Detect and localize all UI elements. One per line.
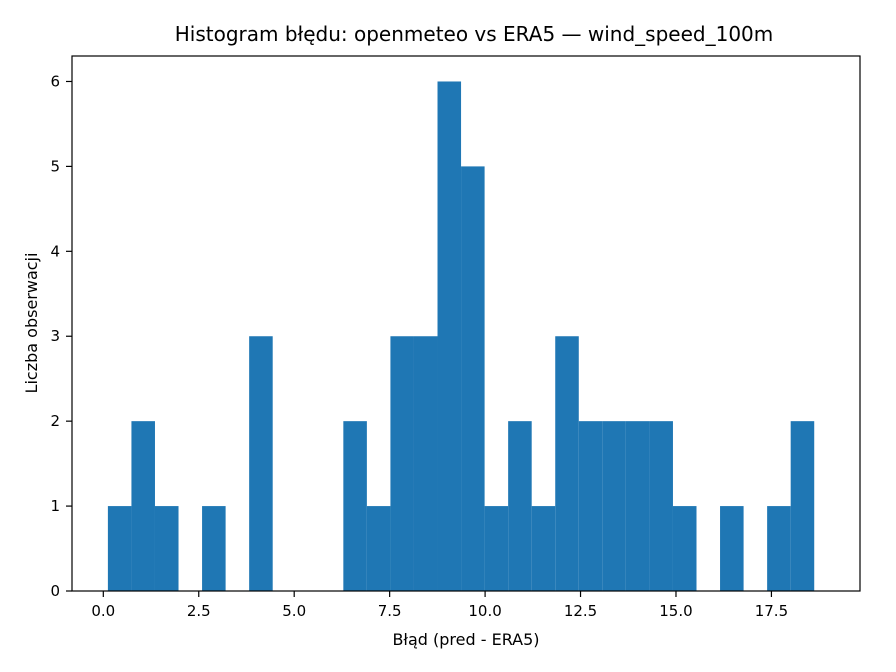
y-tick-label: 0 bbox=[50, 582, 60, 600]
x-axis-label: Błąd (pred - ERA5) bbox=[392, 630, 539, 649]
histogram-bar bbox=[107, 506, 132, 591]
histogram-bar bbox=[390, 336, 414, 591]
histogram-bar bbox=[578, 421, 603, 591]
histogram-bar bbox=[366, 506, 391, 591]
y-tick-label: 4 bbox=[50, 242, 60, 260]
x-tick-label: 0.0 bbox=[91, 602, 115, 620]
histogram-bar bbox=[555, 336, 579, 591]
x-tick-label: 5.0 bbox=[282, 602, 306, 620]
x-tick-label: 7.5 bbox=[378, 602, 402, 620]
x-tick-label: 17.5 bbox=[755, 602, 788, 620]
histogram-bar bbox=[790, 421, 815, 591]
y-tick-label: 2 bbox=[50, 412, 60, 430]
y-axis-label: Liczba obserwacji bbox=[22, 253, 41, 394]
x-tick-label: 12.5 bbox=[564, 602, 597, 620]
x-tick-label: 2.5 bbox=[187, 602, 211, 620]
histogram-bar bbox=[484, 506, 509, 591]
y-tick-label: 1 bbox=[50, 497, 60, 515]
histogram-bar bbox=[202, 506, 226, 591]
x-tick-label: 15.0 bbox=[659, 602, 692, 620]
histogram-bar bbox=[343, 421, 367, 591]
y-tick-label: 6 bbox=[50, 72, 60, 90]
histogram-bar bbox=[154, 506, 179, 591]
y-tick-label: 3 bbox=[50, 327, 60, 345]
histogram-bar bbox=[720, 506, 744, 591]
histogram-bar bbox=[767, 506, 791, 591]
y-tick-label: 5 bbox=[50, 157, 60, 175]
histogram-bar bbox=[461, 166, 485, 591]
plot-frame bbox=[71, 55, 861, 592]
chart-title: Histogram błędu: openmeteo vs ERA5 — win… bbox=[175, 22, 774, 46]
histogram-bar bbox=[131, 421, 155, 591]
x-axis-ticks: 0.0 2.5 5.0 7.5 10.0 12.5 15.0 17.5 bbox=[91, 591, 788, 620]
histogram-bar bbox=[672, 506, 697, 591]
bars-group bbox=[107, 81, 815, 591]
histogram-bar bbox=[508, 421, 532, 591]
histogram-bar bbox=[649, 421, 673, 591]
histogram-bar bbox=[625, 421, 650, 591]
histogram-bar bbox=[437, 81, 462, 591]
histogram-bar bbox=[413, 336, 438, 591]
histogram-bar bbox=[531, 506, 556, 591]
histogram-bar bbox=[249, 336, 273, 591]
y-axis-ticks: 0 1 2 3 4 5 6 bbox=[50, 72, 72, 600]
histogram-bar bbox=[602, 421, 626, 591]
x-tick-label: 10.0 bbox=[468, 602, 501, 620]
